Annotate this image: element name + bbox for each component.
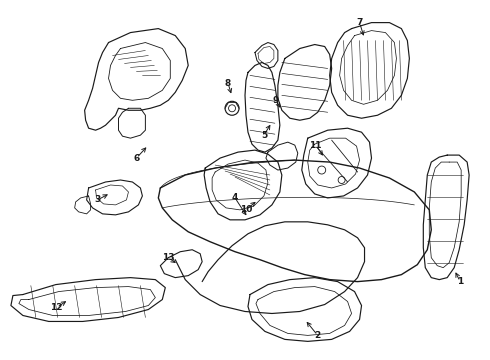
Text: 4: 4	[232, 193, 238, 202]
Text: 5: 5	[261, 131, 267, 140]
Text: 7: 7	[356, 18, 363, 27]
Text: 2: 2	[315, 331, 321, 340]
Text: 6: 6	[133, 154, 140, 163]
Text: 3: 3	[95, 195, 101, 204]
Text: 11: 11	[310, 141, 322, 150]
Text: 12: 12	[50, 303, 63, 312]
Text: 8: 8	[225, 79, 231, 88]
Text: 1: 1	[457, 277, 463, 286]
Text: 10: 10	[240, 206, 252, 215]
Text: 9: 9	[273, 96, 279, 105]
Text: 13: 13	[162, 253, 174, 262]
